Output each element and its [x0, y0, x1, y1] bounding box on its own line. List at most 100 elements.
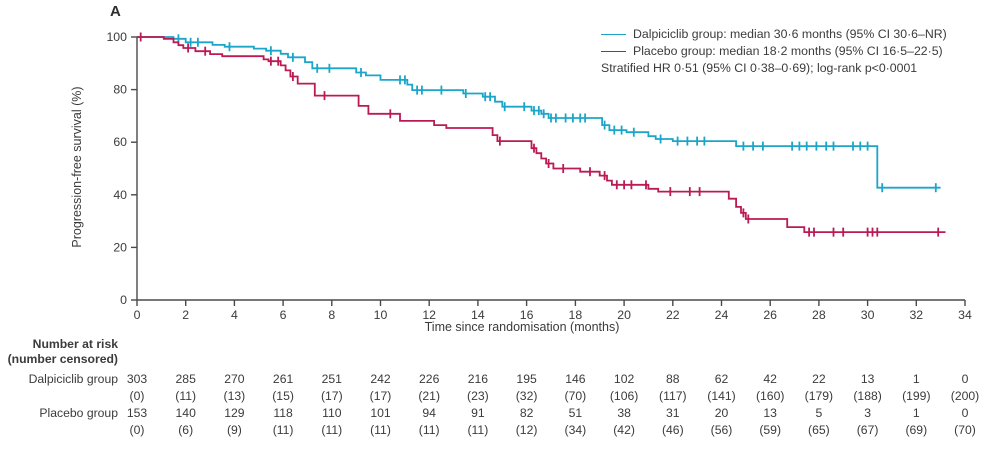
risk-at-risk-value: 3 [864, 406, 871, 420]
risk-at-risk-value: 20 [714, 406, 729, 420]
x-tick-label: 24 [715, 308, 729, 322]
legend: Dalpiciclib group: median 30·6 months (9… [601, 26, 947, 77]
risk-at-risk-value: 38 [617, 406, 631, 420]
risk-at-risk-value: 5 [815, 406, 823, 420]
risk-censored-value: (70) [954, 423, 976, 437]
legend-swatch-placebo-icon [601, 51, 626, 52]
risk-censored-value: (34) [564, 423, 587, 437]
risk-censored-value: (11) [467, 423, 489, 437]
risk-censored-value: (141) [707, 389, 736, 403]
risk-censored-value: (13) [223, 389, 246, 403]
risk-censored-value: (17) [369, 389, 392, 403]
x-tick-label: 2 [182, 308, 189, 322]
risk-censored-value: (179) [804, 389, 834, 403]
risk-at-risk-value: 129 [224, 406, 245, 420]
x-tick-label: 32 [909, 308, 923, 322]
risk-censored-value: (200) [950, 389, 980, 403]
risk-at-risk-value: 13 [860, 372, 875, 386]
risk-censored-value: (117) [659, 389, 687, 403]
x-tick-label: 18 [569, 308, 583, 322]
x-tick-label: 8 [328, 308, 335, 322]
risk-at-risk-value: 91 [471, 406, 485, 420]
risk-at-risk-value: 101 [370, 406, 391, 420]
y-tick-label: 100 [106, 30, 127, 44]
x-tick-label: 10 [374, 308, 388, 322]
risk-censored-value: (56) [710, 423, 733, 437]
risk-at-risk-value: 88 [666, 372, 680, 386]
risk-censored-value: (11) [418, 423, 440, 437]
x-tick-label: 26 [763, 308, 777, 322]
risk-censored-value: (12) [515, 423, 538, 437]
risk-at-risk-value: 0 [961, 406, 969, 420]
risk-at-risk-value: 110 [322, 406, 342, 420]
risk-censored-value: (199) [902, 389, 931, 403]
risk-at-risk-value: 242 [370, 372, 391, 386]
risk-censored-value: (0) [129, 423, 145, 437]
legend-label-placebo: Placebo group: median 18·2 months (95% C… [633, 44, 943, 58]
risk-at-risk-value: 216 [467, 372, 489, 386]
x-tick-label: 20 [617, 308, 631, 322]
x-tick-label: 30 [861, 308, 875, 322]
x-tick-label: 14 [471, 308, 485, 322]
x-tick-label: 16 [520, 308, 534, 322]
risk-at-risk-value: 153 [126, 406, 148, 420]
risk-censored-value: (70) [564, 389, 587, 403]
risk-at-risk-value: 285 [175, 372, 196, 386]
risk-row-label: Dalpiciclib group [28, 372, 118, 386]
risk-censored-value: (42) [613, 423, 635, 437]
risk-censored-value: (9) [226, 423, 242, 437]
risk-censored-value: (0) [129, 389, 145, 403]
legend-stats-line: Stratified HR 0·51 (95% CI 0·38–0·69); l… [601, 60, 947, 77]
risk-censored-value: (59) [759, 423, 782, 437]
risk-censored-value: (6) [178, 423, 194, 437]
risk-censored-value: (11) [321, 423, 343, 437]
risk-censored-value: (69) [905, 423, 928, 437]
y-tick-label: 0 [120, 293, 127, 307]
risk-censored-value: (32) [515, 389, 538, 403]
risk-censored-value: (11) [370, 423, 391, 437]
risk-at-risk-value: 31 [666, 406, 680, 420]
risk-censored-value: (188) [853, 389, 882, 403]
risk-at-risk-value: 22 [812, 372, 826, 386]
y-tick-label: 80 [113, 83, 127, 97]
risk-censored-value: (15) [272, 389, 294, 403]
risk-at-risk-value: 51 [568, 406, 583, 420]
legend-stats-text: Stratified HR 0·51 (95% CI 0·38–0·69); l… [601, 61, 918, 75]
km-curve-dalpiciclib [137, 36, 941, 189]
legend-item-dalpiciclib: Dalpiciclib group: median 30·6 months (9… [601, 26, 947, 43]
risk-censored-value: (11) [272, 423, 294, 437]
y-tick-label: 40 [113, 188, 127, 202]
risk-table-header-2: (number censored) [7, 352, 118, 366]
risk-at-risk-value: 1 [912, 372, 920, 386]
risk-at-risk-value: 94 [422, 406, 436, 420]
risk-at-risk-value: 42 [763, 372, 777, 386]
risk-at-risk-value: 261 [272, 372, 294, 386]
risk-censored-value: (21) [418, 389, 441, 403]
risk-at-risk-value: 270 [224, 372, 245, 386]
legend-swatch-dalpiciclib-icon [601, 34, 626, 35]
risk-censored-value: (46) [661, 423, 684, 437]
risk-censored-value: (23) [467, 389, 489, 403]
risk-row-label: Placebo group [39, 406, 118, 420]
risk-censored-value: (65) [808, 423, 830, 437]
x-tick-label: 6 [280, 308, 287, 322]
risk-censored-value: (160) [755, 389, 785, 403]
risk-censored-value: (11) [175, 389, 197, 403]
legend-item-placebo: Placebo group: median 18·2 months (95% C… [601, 43, 947, 60]
x-tick-label: 4 [231, 308, 238, 322]
y-tick-label: 60 [113, 135, 127, 149]
risk-censored-value: (67) [856, 423, 879, 437]
risk-at-risk-value: 1 [912, 406, 920, 420]
risk-at-risk-value: 146 [565, 372, 586, 386]
risk-at-risk-value: 303 [126, 372, 148, 386]
legend-label-dalpiciclib: Dalpiciclib group: median 30·6 months (9… [633, 27, 947, 41]
x-tick-label: 28 [812, 308, 826, 322]
risk-at-risk-value: 251 [321, 372, 342, 386]
panel-label: A [110, 3, 121, 20]
risk-at-risk-value: 118 [273, 406, 293, 420]
risk-at-risk-value: 13 [763, 406, 777, 420]
x-axis-title: Time since randomisation (months) [424, 320, 620, 334]
risk-at-risk-value: 102 [613, 372, 635, 386]
